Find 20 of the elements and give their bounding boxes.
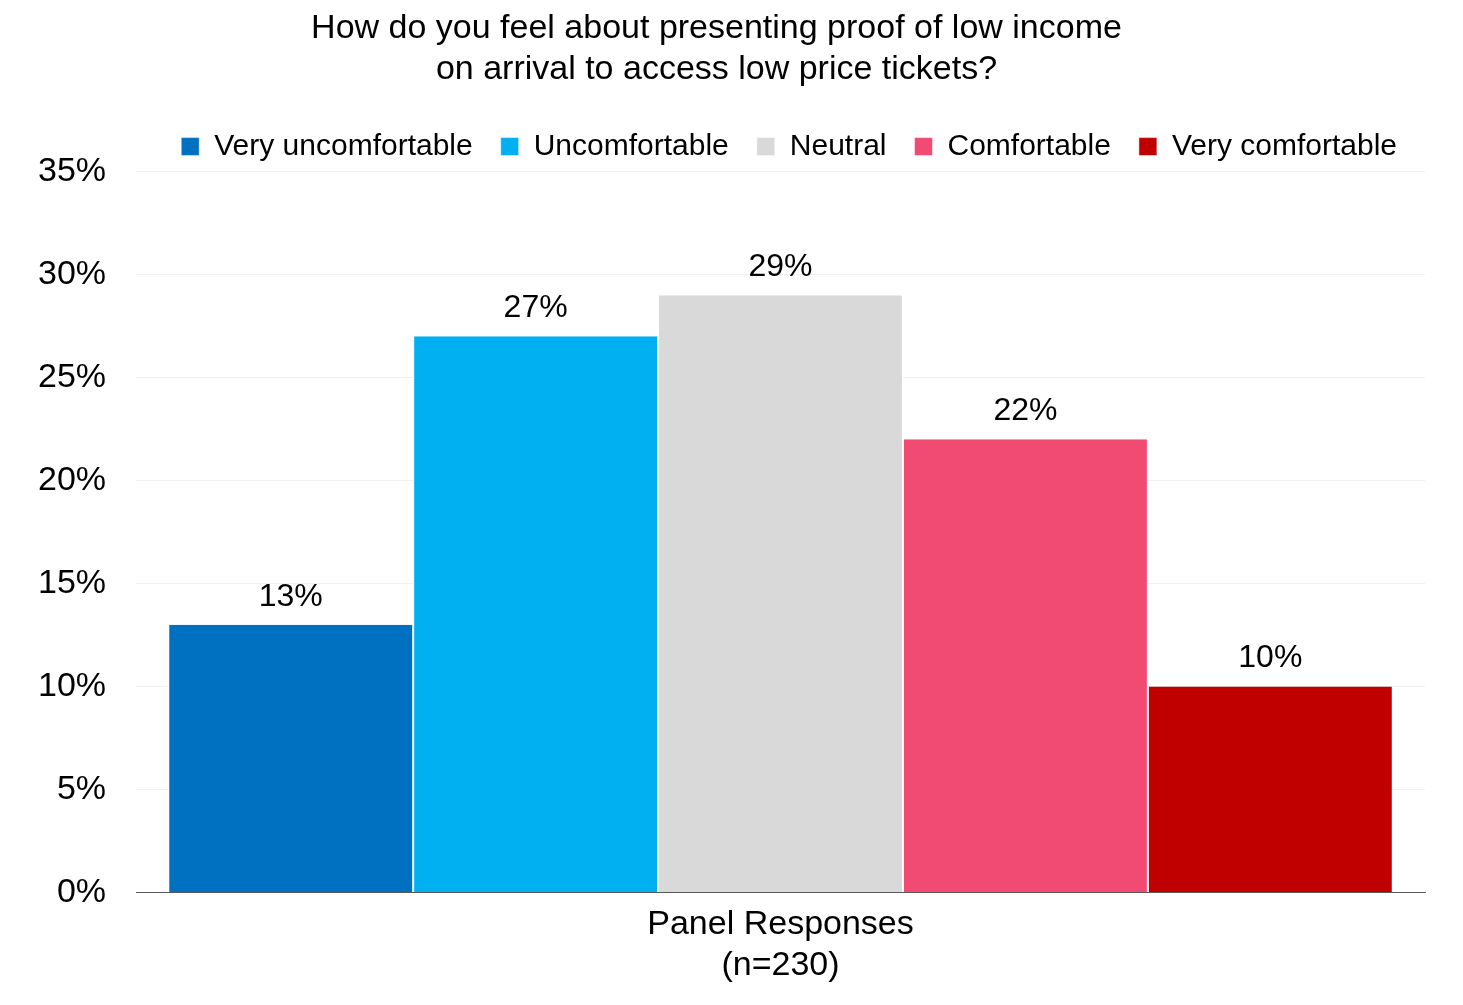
y-tick-label: 15% (37, 561, 107, 600)
y-tick-label: 35% (37, 149, 107, 188)
y-tick-label: 20% (37, 458, 107, 497)
legend-label: Very comfortable (1171, 127, 1398, 161)
y-tick-label: 10% (37, 664, 107, 703)
legend-label: Uncomfortable (533, 127, 729, 161)
y-tick-label: 5% (56, 767, 107, 806)
x-tick-label: Panel Responses (n=230) (647, 903, 914, 982)
legend-label: Neutral (789, 127, 887, 161)
legend-label: Very uncomfortable (214, 127, 473, 161)
y-tick-label: 25% (37, 355, 107, 394)
data-label: 27% (503, 288, 568, 325)
chart-title: How do you feel about presenting proof of low income on arrival to access low price tickets? (311, 6, 1122, 86)
legend-label: Comfortable (947, 127, 1111, 161)
data-label: 29% (748, 246, 813, 283)
data-label: 22% (993, 391, 1058, 428)
data-label: 10% (1238, 638, 1303, 675)
y-tick-label: 30% (37, 252, 107, 291)
y-tick-label: 0% (56, 870, 107, 909)
data-label: 13% (258, 576, 323, 613)
